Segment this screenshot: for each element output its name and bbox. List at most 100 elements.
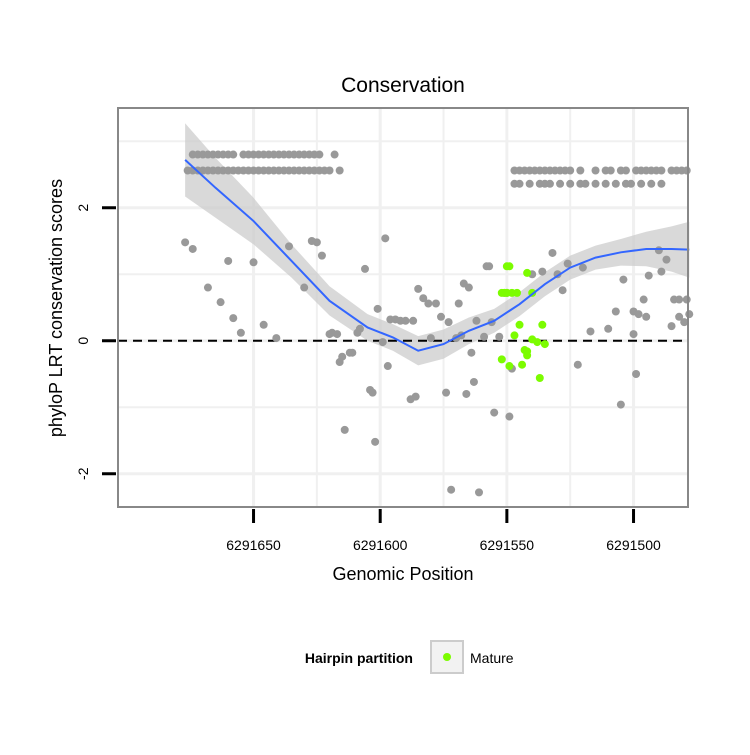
other-point bbox=[378, 338, 387, 347]
x-axis-label: Genomic Position bbox=[332, 564, 473, 584]
other-point bbox=[657, 179, 666, 188]
other-point bbox=[229, 314, 238, 323]
other-point bbox=[566, 179, 575, 188]
other-point bbox=[181, 238, 190, 247]
other-point bbox=[464, 283, 473, 292]
other-point bbox=[611, 307, 620, 316]
other-point bbox=[447, 485, 456, 494]
other-point bbox=[657, 267, 666, 276]
other-point bbox=[188, 244, 197, 253]
other-point bbox=[654, 246, 663, 255]
legend: Hairpin partition Mature bbox=[305, 640, 514, 674]
x-tick-label: 6291500 bbox=[606, 537, 661, 553]
other-point bbox=[601, 179, 610, 188]
other-point bbox=[203, 283, 212, 292]
other-point bbox=[642, 312, 651, 321]
other-point bbox=[619, 275, 628, 284]
other-point bbox=[675, 312, 684, 321]
other-point bbox=[462, 389, 471, 398]
other-point bbox=[285, 242, 293, 251]
other-point bbox=[495, 332, 504, 341]
mature-point bbox=[538, 320, 547, 329]
mature-point bbox=[513, 288, 521, 297]
mature-point bbox=[523, 347, 532, 356]
other-point bbox=[634, 310, 643, 319]
smooth-line bbox=[184, 159, 690, 352]
other-point bbox=[368, 388, 377, 397]
other-point bbox=[616, 400, 625, 409]
other-point bbox=[637, 179, 646, 188]
other-point bbox=[371, 437, 380, 446]
other-point bbox=[224, 256, 233, 265]
other-point bbox=[419, 294, 428, 303]
other-point bbox=[485, 262, 494, 271]
other-point bbox=[556, 179, 565, 188]
other-point bbox=[315, 150, 324, 159]
other-point bbox=[325, 166, 334, 175]
other-point bbox=[467, 348, 476, 357]
other-point bbox=[401, 316, 410, 325]
data-points bbox=[181, 150, 694, 497]
other-point bbox=[525, 179, 534, 188]
other-point bbox=[573, 360, 582, 369]
other-point bbox=[249, 258, 258, 267]
legend-label-mature: Mature bbox=[470, 650, 514, 666]
other-point bbox=[632, 370, 641, 378]
other-point bbox=[591, 166, 600, 175]
x-tick-label: 6291550 bbox=[480, 537, 535, 553]
other-point bbox=[409, 316, 418, 325]
other-point bbox=[472, 316, 481, 325]
other-point bbox=[644, 271, 653, 280]
other-point bbox=[558, 286, 567, 295]
y-axis-label: phyloP LRT conservation scores bbox=[46, 179, 66, 437]
mature-point bbox=[505, 362, 514, 371]
other-point bbox=[361, 264, 369, 273]
other-point bbox=[680, 318, 689, 327]
other-point bbox=[381, 234, 390, 243]
other-point bbox=[300, 283, 309, 292]
other-point bbox=[216, 298, 225, 307]
x-tick-label: 6291650 bbox=[226, 537, 281, 553]
other-point bbox=[355, 324, 364, 333]
other-point bbox=[639, 295, 648, 304]
other-point bbox=[566, 166, 575, 175]
other-point bbox=[604, 324, 613, 333]
other-point bbox=[229, 150, 238, 159]
other-point bbox=[424, 299, 433, 308]
other-point bbox=[578, 263, 587, 272]
other-point bbox=[272, 334, 281, 343]
other-point bbox=[667, 322, 676, 331]
other-point bbox=[335, 166, 344, 175]
other-point bbox=[426, 334, 435, 343]
axes: 6291650 6291600 6291550 6291500 -2 0 2 bbox=[75, 204, 661, 553]
other-point bbox=[442, 388, 451, 397]
other-point bbox=[317, 251, 326, 260]
mature-point bbox=[535, 373, 544, 382]
other-point bbox=[505, 412, 514, 421]
other-point bbox=[431, 299, 440, 308]
other-point bbox=[444, 318, 453, 327]
y-tick-label: -2 bbox=[75, 467, 91, 480]
other-point bbox=[545, 179, 554, 188]
other-point bbox=[548, 248, 557, 257]
mature-point bbox=[510, 331, 519, 340]
smooth-curve bbox=[184, 159, 690, 352]
other-point bbox=[490, 408, 499, 417]
other-point bbox=[480, 332, 489, 341]
mature-point bbox=[497, 355, 506, 364]
other-point bbox=[454, 299, 463, 308]
mature-point bbox=[518, 360, 527, 369]
other-point bbox=[591, 179, 600, 188]
other-point bbox=[657, 166, 666, 175]
other-point bbox=[411, 392, 420, 401]
other-point bbox=[675, 295, 684, 304]
legend-title: Hairpin partition bbox=[305, 650, 413, 666]
plot-frame bbox=[117, 107, 689, 508]
chart-title: Conservation bbox=[341, 74, 465, 97]
y-tick-label: 0 bbox=[75, 337, 91, 345]
other-point bbox=[312, 238, 321, 247]
other-point bbox=[627, 179, 635, 188]
